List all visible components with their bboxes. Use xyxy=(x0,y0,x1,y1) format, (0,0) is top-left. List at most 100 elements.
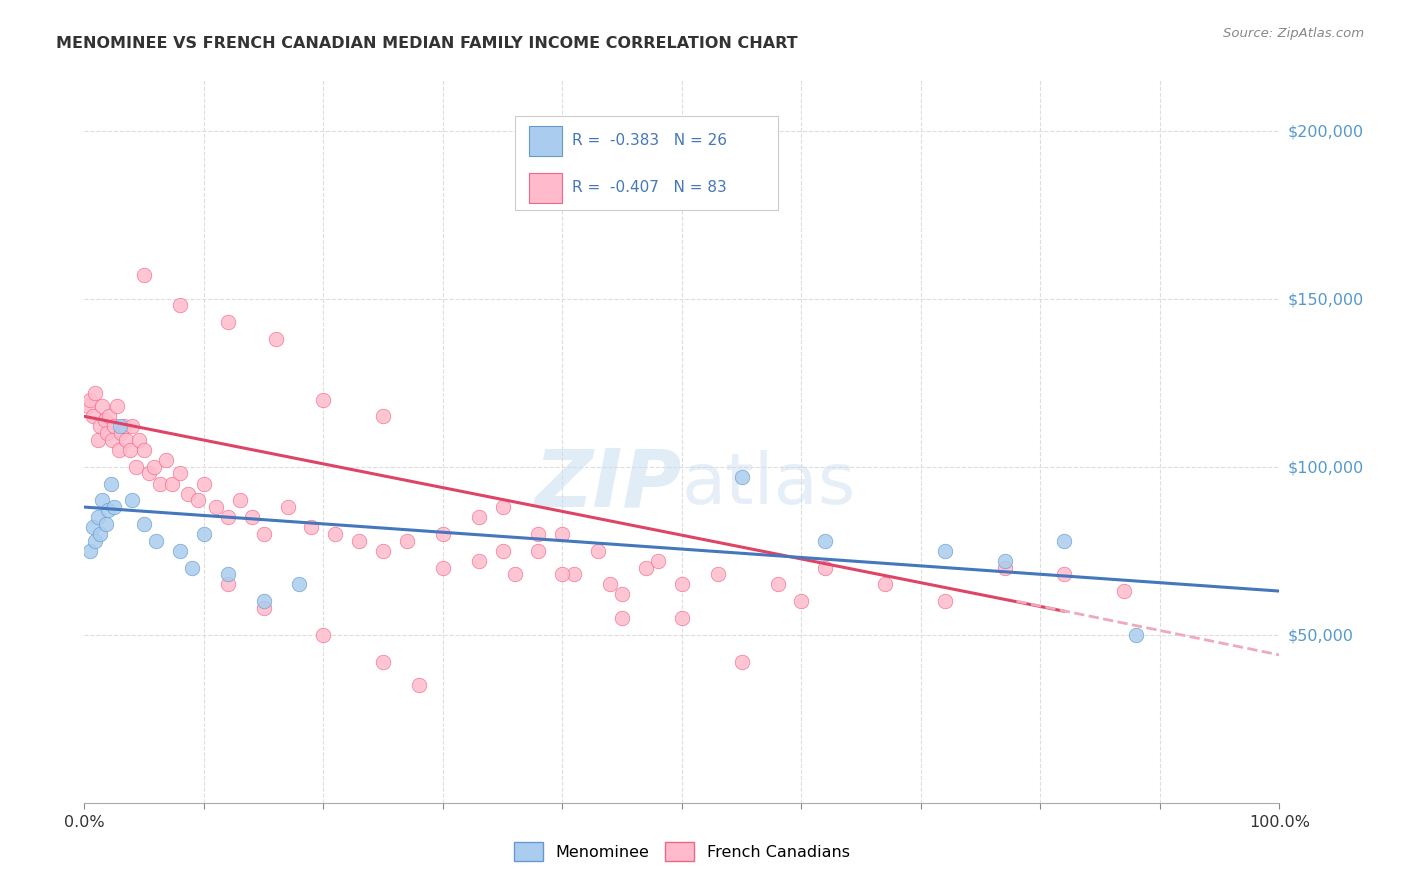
Point xyxy=(160,476,183,491)
Point xyxy=(103,419,125,434)
Point xyxy=(149,476,172,491)
Point xyxy=(325,527,347,541)
Point xyxy=(229,493,252,508)
Point xyxy=(994,560,1017,574)
Point xyxy=(373,409,395,424)
Point xyxy=(205,500,228,514)
Point xyxy=(814,533,837,548)
Point xyxy=(468,554,491,568)
Point xyxy=(84,533,107,548)
Point xyxy=(142,459,165,474)
Point xyxy=(145,533,167,548)
Point xyxy=(108,442,131,457)
Point xyxy=(527,527,550,541)
Point xyxy=(103,500,125,514)
Point xyxy=(373,655,395,669)
Point xyxy=(253,594,276,608)
FancyBboxPatch shape xyxy=(515,117,778,211)
Point xyxy=(82,520,104,534)
Point xyxy=(77,399,100,413)
Point xyxy=(731,655,754,669)
Point xyxy=(432,560,454,574)
Point xyxy=(349,533,371,548)
Point xyxy=(612,611,634,625)
Legend: Menominee, French Canadians: Menominee, French Canadians xyxy=(508,836,856,867)
Point xyxy=(636,560,658,574)
Point xyxy=(91,493,114,508)
Point xyxy=(217,510,239,524)
Point xyxy=(132,516,156,531)
Point xyxy=(731,470,754,484)
Point xyxy=(79,543,101,558)
Text: atlas: atlas xyxy=(682,450,856,519)
Point xyxy=(84,385,107,400)
Point xyxy=(301,520,323,534)
Point xyxy=(96,426,118,441)
Point xyxy=(253,527,276,541)
Point xyxy=(588,543,610,558)
Point xyxy=(86,433,108,447)
Point xyxy=(1053,533,1076,548)
FancyBboxPatch shape xyxy=(529,173,562,203)
Point xyxy=(612,587,634,601)
Point xyxy=(240,510,263,524)
Point xyxy=(503,567,526,582)
Point xyxy=(527,543,550,558)
Point xyxy=(492,543,515,558)
Point xyxy=(994,554,1017,568)
FancyBboxPatch shape xyxy=(529,126,562,156)
Text: R =  -0.383   N = 26: R = -0.383 N = 26 xyxy=(572,134,727,148)
Point xyxy=(89,419,111,434)
Point xyxy=(110,426,132,441)
Point xyxy=(177,486,200,500)
Point xyxy=(432,527,454,541)
Point xyxy=(766,577,789,591)
Point xyxy=(101,433,124,447)
Point xyxy=(98,409,121,424)
Point xyxy=(934,594,956,608)
Point xyxy=(1114,584,1136,599)
Point xyxy=(790,594,813,608)
Point xyxy=(707,567,730,582)
Point xyxy=(551,527,574,541)
Point xyxy=(277,500,299,514)
Point xyxy=(647,554,669,568)
Point xyxy=(373,543,395,558)
Point xyxy=(599,577,621,591)
Point xyxy=(105,399,128,413)
Point xyxy=(408,678,430,692)
Point xyxy=(128,433,150,447)
Point xyxy=(118,442,141,457)
Point xyxy=(934,543,956,558)
Point xyxy=(91,399,114,413)
Point xyxy=(155,453,177,467)
Point xyxy=(115,433,138,447)
Point xyxy=(217,577,239,591)
Point xyxy=(564,567,586,582)
Point xyxy=(492,500,515,514)
Point xyxy=(217,567,239,582)
Point xyxy=(138,467,160,481)
Point xyxy=(671,577,693,591)
Point xyxy=(100,476,122,491)
Point xyxy=(288,577,311,591)
Point xyxy=(312,392,335,407)
Text: MENOMINEE VS FRENCH CANADIAN MEDIAN FAMILY INCOME CORRELATION CHART: MENOMINEE VS FRENCH CANADIAN MEDIAN FAMI… xyxy=(56,36,797,51)
Point xyxy=(132,268,156,283)
Point xyxy=(110,419,132,434)
Point xyxy=(112,419,135,434)
Point xyxy=(169,298,191,312)
Point xyxy=(264,332,287,346)
Point xyxy=(814,560,837,574)
Point xyxy=(94,516,117,531)
Point xyxy=(875,577,897,591)
Point xyxy=(217,315,239,329)
Point xyxy=(551,567,574,582)
Point xyxy=(1125,628,1147,642)
Point xyxy=(121,493,143,508)
Point xyxy=(89,527,111,541)
Point xyxy=(312,628,335,642)
Point xyxy=(82,409,104,424)
Point xyxy=(169,543,191,558)
Point xyxy=(121,419,143,434)
